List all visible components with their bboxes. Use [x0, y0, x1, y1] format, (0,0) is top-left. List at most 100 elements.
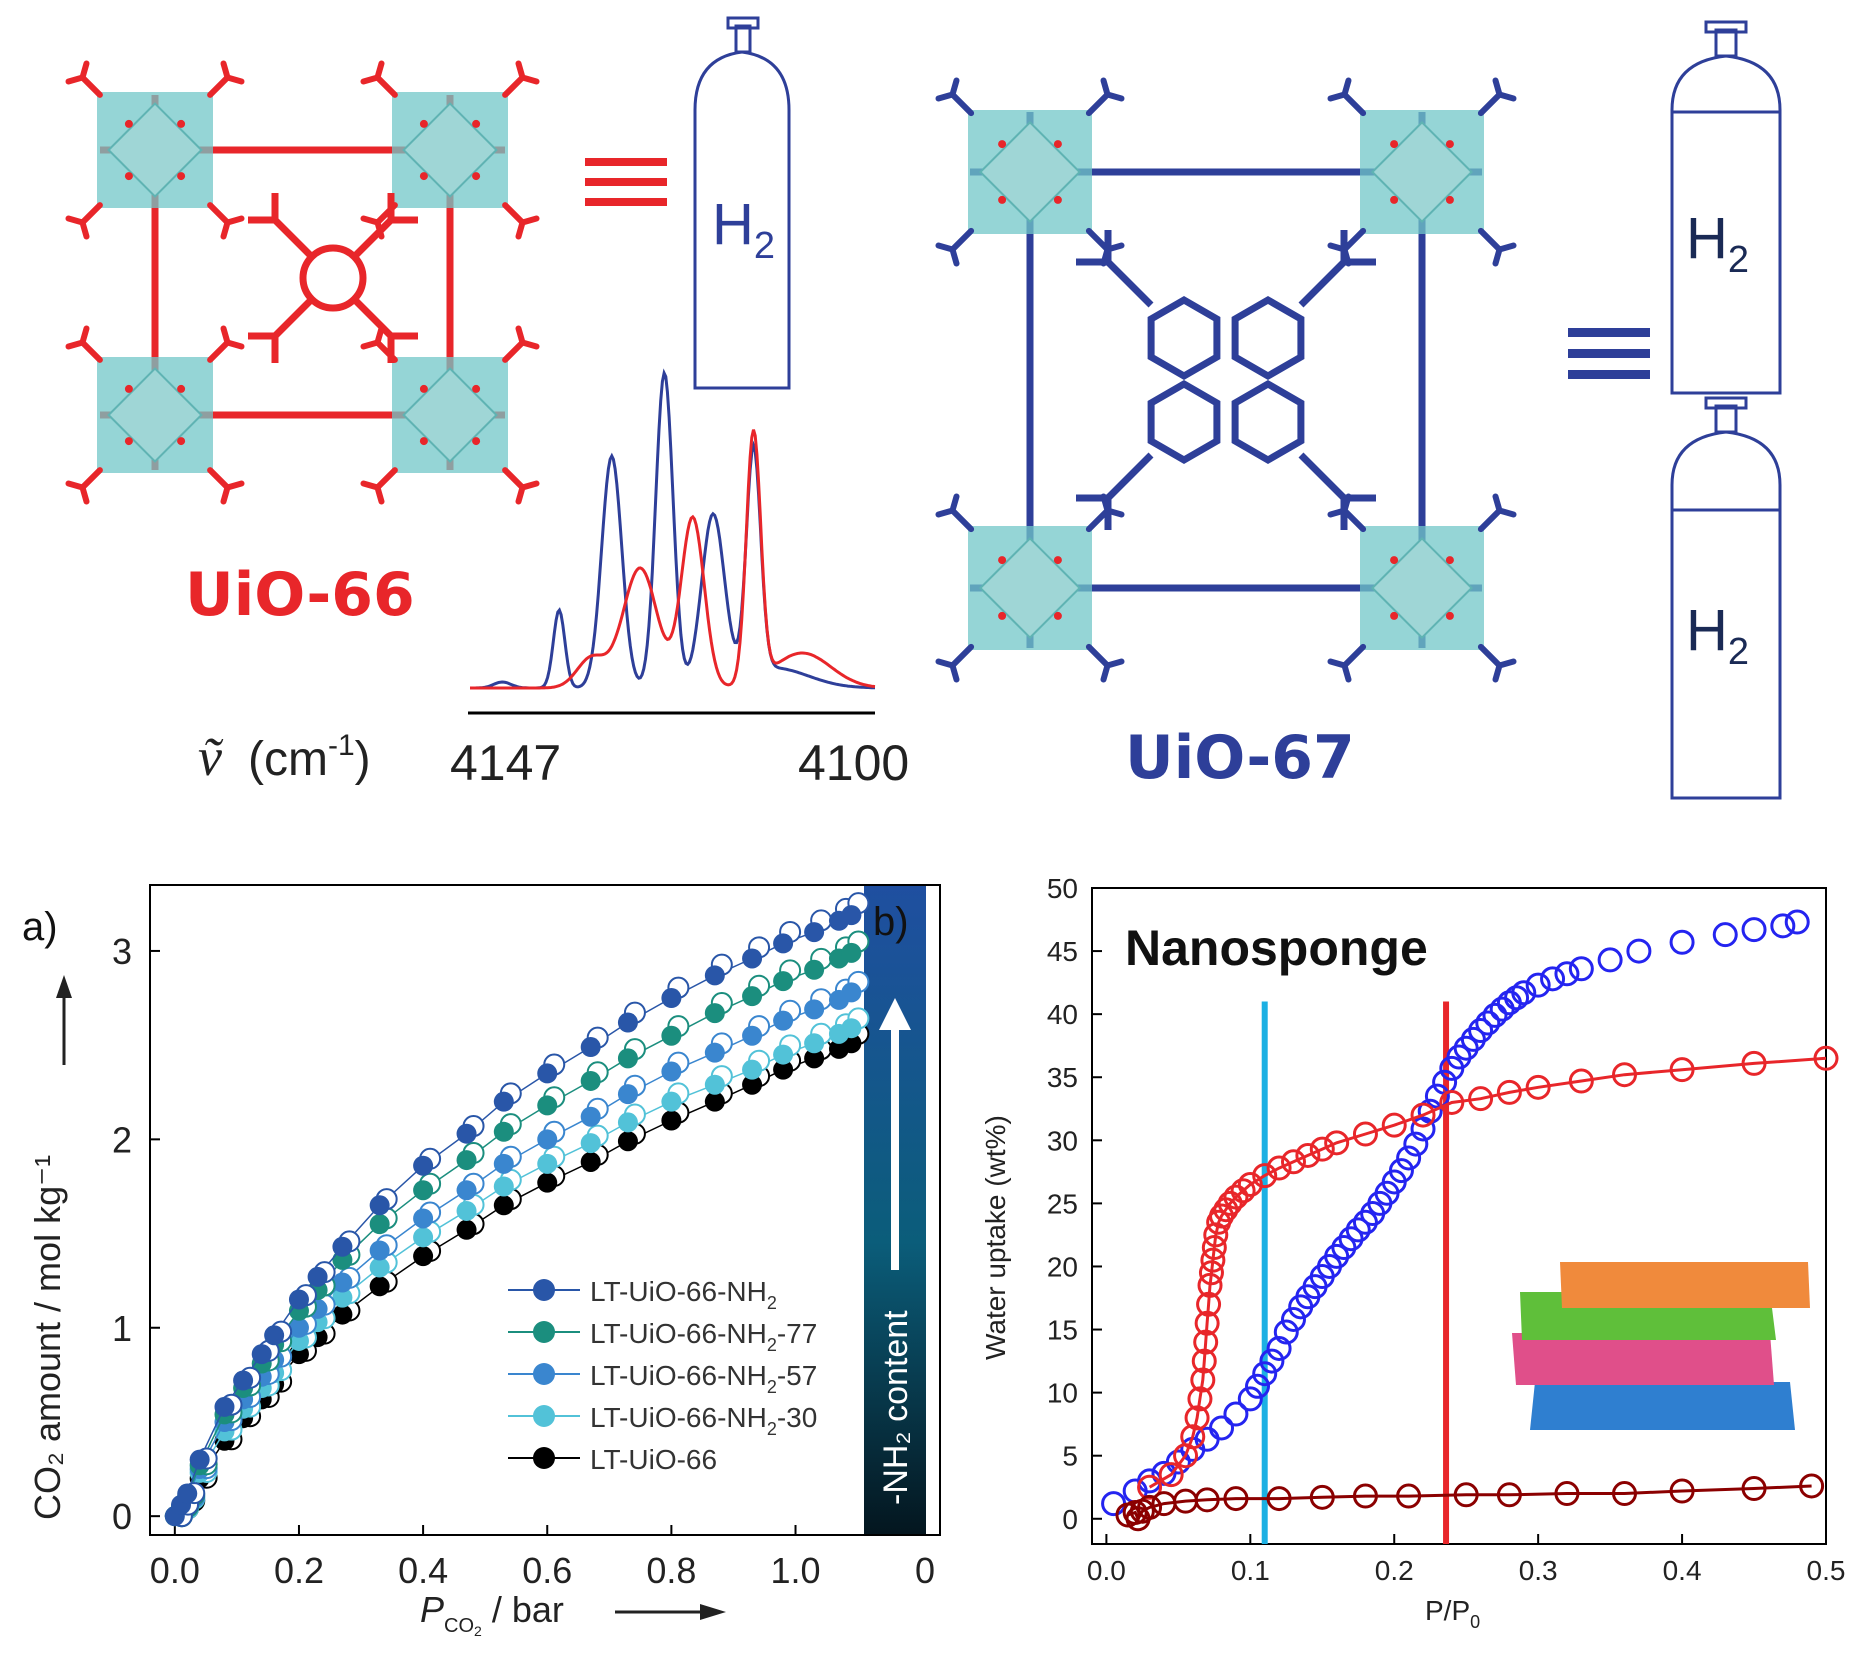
y-tick-label: 15: [1047, 1315, 1078, 1346]
x-tick-label: 0.1: [1231, 1555, 1270, 1586]
y-tick-label: 35: [1047, 1062, 1078, 1093]
data-point: [1252, 1361, 1278, 1387]
y-tick-label: 3: [112, 931, 132, 972]
data-point: [704, 1074, 725, 1095]
data-point: [1345, 1217, 1371, 1243]
data-point: [1223, 1184, 1249, 1210]
data-point: [1266, 1486, 1292, 1512]
data-point: [773, 971, 794, 992]
uio66-label: UiO-66: [185, 560, 415, 630]
oxygen-atom: [998, 556, 1007, 565]
data-point: [804, 922, 825, 943]
data-point: [537, 1172, 558, 1193]
legend-marker: [533, 1405, 555, 1427]
data-point: [1197, 1272, 1223, 1298]
biphenyl-ring: [1147, 379, 1221, 465]
data-point: [1388, 1158, 1414, 1184]
co2-isotherm-chart: -NH₂ content 0.0 0.2 0.4 0.6 0.8 1.0 0 1 2 3 LT-U…: [112, 884, 941, 1591]
oxygen-atom: [1445, 611, 1454, 620]
sponge-stack-image: [1512, 1262, 1810, 1430]
linker-stub: [502, 467, 540, 505]
y-tick-label: 10: [1047, 1378, 1078, 1409]
linker-stub: [207, 325, 245, 363]
data-point: [1198, 1260, 1224, 1286]
data-point: [1669, 929, 1695, 955]
data-point: [537, 1153, 558, 1174]
wavenumber-unit: (cm-1): [248, 729, 371, 786]
water-xlabel: P/P0: [1425, 1595, 1480, 1632]
zr-octahedron: [978, 120, 1082, 224]
biphenyl-ring: [1231, 379, 1305, 465]
x-tick-label: 0.4: [1663, 1555, 1702, 1586]
data-point: [773, 1044, 794, 1065]
data-point: [1813, 1045, 1839, 1071]
data-point: [1193, 1329, 1219, 1355]
data-point: [1230, 1178, 1256, 1204]
linker-stub: [1327, 643, 1367, 683]
data-point: [288, 1289, 309, 1310]
data-point: [413, 1155, 434, 1176]
co2-xlabel: PCO2 / bar: [420, 1589, 564, 1639]
linker-stub: [502, 60, 540, 98]
data-point: [1137, 1494, 1163, 1520]
data-point: [369, 1195, 390, 1216]
data-point: [1424, 1083, 1450, 1109]
data-point: [537, 1129, 558, 1150]
h2-cylinder-icon: [1670, 396, 1782, 800]
y-tick-label: 2: [112, 1119, 132, 1160]
oxygen-atom: [1053, 195, 1062, 204]
linker-stub: [360, 60, 398, 98]
legend-label: LT-UiO-66: [590, 1444, 717, 1475]
y-tick-label: 40: [1047, 999, 1078, 1030]
data-point: [580, 1037, 601, 1058]
h2-cylinder-icon: [1670, 20, 1782, 395]
data-point: [537, 1063, 558, 1084]
data-point: [369, 1257, 390, 1278]
data-point: [661, 1061, 682, 1082]
h2-cylinder-icon: [693, 16, 791, 390]
data-point: [773, 1010, 794, 1031]
data-point: [1180, 1424, 1206, 1450]
panel-label-b: b): [873, 900, 909, 944]
data-point: [1568, 1068, 1594, 1094]
data-point: [661, 1091, 682, 1112]
x-tick-label: 0.8: [646, 1550, 696, 1591]
co2-extra-tick: 0: [915, 1550, 935, 1591]
benzene-ring: [299, 244, 367, 312]
data-point: [1309, 1484, 1335, 1510]
data-point: [456, 1123, 477, 1144]
linker-stub: [65, 60, 103, 98]
data-point: [1496, 1079, 1522, 1105]
data-point: [1475, 1010, 1501, 1036]
data-point: [1439, 1089, 1465, 1115]
y-tick-label: 20: [1047, 1251, 1078, 1282]
legend-label: LT-UiO-66-NH2-30: [590, 1402, 817, 1439]
data-point: [1554, 1481, 1580, 1507]
data-point: [1223, 1401, 1249, 1427]
y-tick-label: 25: [1047, 1188, 1078, 1219]
data-point: [841, 942, 862, 963]
oxygen-atom: [1445, 195, 1454, 204]
oxygen-atom: [998, 140, 1007, 149]
y-tick-label: 30: [1047, 1125, 1078, 1156]
data-point: [456, 1219, 477, 1240]
y-tick-label: 0: [112, 1496, 132, 1537]
zr-octahedron: [978, 536, 1082, 640]
zr-octahedron: [107, 102, 203, 198]
data-point: [742, 986, 763, 1007]
data-point: [1554, 961, 1580, 987]
x-tick-label: 0.3: [1519, 1555, 1558, 1586]
data-point: [1194, 1487, 1220, 1513]
h2-label: H2: [712, 192, 775, 267]
data-point: [1158, 1462, 1184, 1488]
data-point: [1324, 1130, 1350, 1156]
oxygen-atom: [419, 437, 428, 446]
linker-arm: [1298, 452, 1376, 530]
data-point: [580, 1106, 601, 1127]
biphenyl-ring: [1147, 295, 1221, 381]
x-tick-label: 0.2: [274, 1550, 324, 1591]
oxygen-atom: [998, 611, 1007, 620]
oxygen-atom: [1445, 140, 1454, 149]
data-point: [1770, 913, 1796, 939]
data-point: [1410, 1102, 1436, 1128]
